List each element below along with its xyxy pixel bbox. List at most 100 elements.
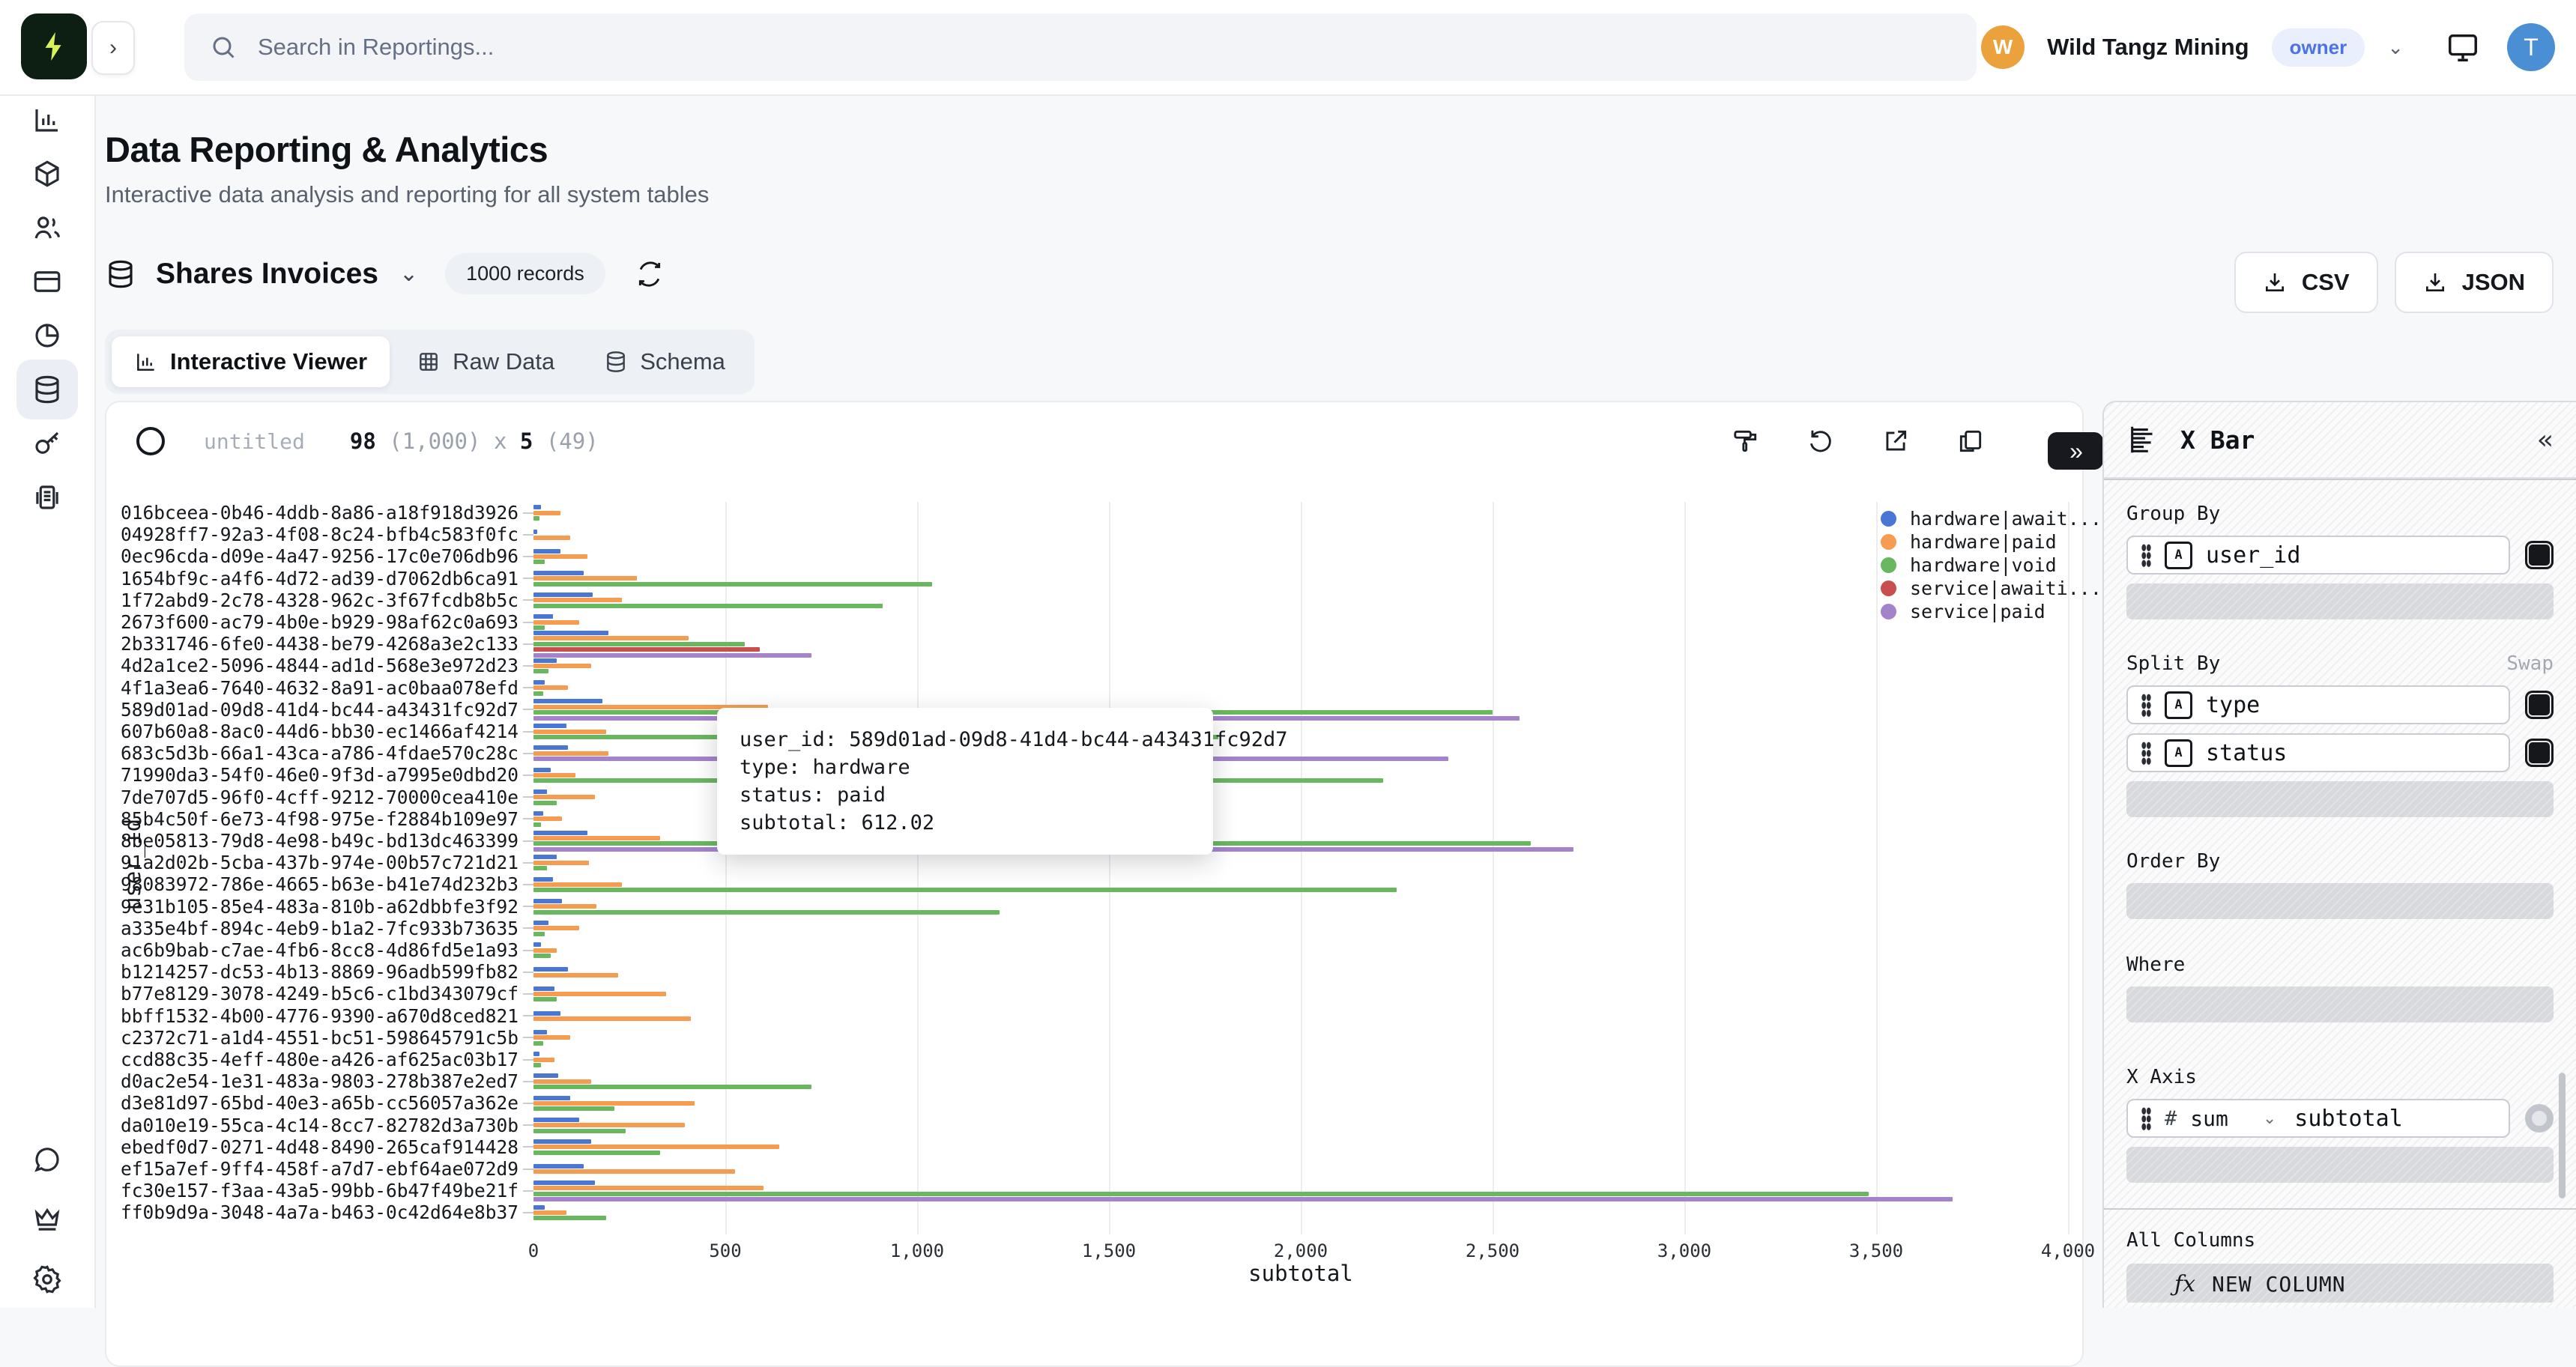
drag-handle-icon[interactable] [2141, 693, 2151, 717]
x-axis-dropzone[interactable] [2126, 1147, 2554, 1183]
split-by-dropzone[interactable] [2126, 781, 2554, 817]
bar[interactable] [533, 510, 560, 515]
bar[interactable] [533, 505, 542, 510]
aggregation-select[interactable]: sum [2190, 1106, 2228, 1131]
dataset-name[interactable]: Shares Invoices [156, 257, 378, 290]
sidebar-item-reports[interactable] [16, 306, 78, 366]
bar[interactable] [533, 811, 543, 816]
sidebar-expand-button[interactable]: › [91, 21, 135, 75]
legend-item[interactable]: service|awaiti... [1881, 577, 2102, 599]
bar[interactable] [533, 516, 539, 521]
bar[interactable] [533, 1145, 779, 1150]
copy-icon[interactable] [1956, 427, 1985, 455]
bar[interactable] [533, 1128, 626, 1133]
bar[interactable] [533, 860, 590, 865]
bar[interactable] [533, 855, 557, 860]
field-toggle[interactable] [2525, 739, 2554, 767]
bar[interactable] [533, 1035, 570, 1040]
bar[interactable] [533, 1010, 560, 1016]
bar[interactable] [533, 876, 553, 882]
sidebar-item-users[interactable] [16, 198, 78, 258]
bar[interactable] [533, 1057, 555, 1062]
export-json-button[interactable]: JSON [2394, 252, 2554, 313]
bar[interactable] [533, 816, 563, 822]
bar[interactable] [533, 548, 560, 554]
bar[interactable] [533, 942, 542, 948]
bar[interactable] [533, 641, 745, 646]
swap-button[interactable]: Swap [2506, 652, 2554, 675]
bar[interactable] [533, 822, 542, 827]
bar[interactable] [533, 888, 1397, 893]
bar[interactable] [533, 598, 622, 603]
bar[interactable] [533, 992, 666, 996]
sidebar-item-packages[interactable] [16, 144, 78, 204]
bar[interactable] [533, 1040, 543, 1046]
bar[interactable] [533, 592, 593, 597]
bar[interactable] [533, 1016, 691, 1021]
bar[interactable] [533, 1196, 1953, 1201]
bar[interactable] [533, 603, 883, 608]
bar[interactable] [533, 1073, 559, 1079]
bar[interactable] [533, 530, 538, 535]
bar[interactable] [533, 972, 618, 977]
bar[interactable] [533, 767, 551, 772]
user-avatar[interactable]: T [2507, 23, 2555, 71]
bar[interactable] [533, 835, 660, 840]
bar[interactable] [533, 691, 543, 696]
x-axis-field-pill[interactable]: # sum ⌄ subtotal [2126, 1099, 2510, 1138]
sidebar-item-database[interactable] [16, 360, 78, 419]
tab-raw-data[interactable]: Raw Data [394, 336, 577, 387]
bar[interactable] [533, 830, 587, 835]
dataset-chevron-down-icon[interactable]: ⌄ [399, 261, 419, 286]
paint-roller-icon[interactable] [1732, 427, 1760, 455]
sidebar-item-billing[interactable] [16, 252, 78, 312]
viewer-status-icon[interactable] [136, 427, 165, 455]
bar[interactable] [533, 581, 933, 586]
bar[interactable] [533, 1117, 580, 1122]
bar[interactable] [533, 931, 545, 936]
bar[interactable] [533, 619, 580, 625]
bar[interactable] [533, 699, 603, 704]
bar[interactable] [533, 904, 597, 909]
legend-item[interactable]: hardware|await... [1881, 507, 2102, 530]
order-by-dropzone[interactable] [2126, 883, 2554, 919]
tab-interactive-viewer[interactable]: Interactive Viewer [112, 336, 390, 387]
bar[interactable] [533, 1139, 591, 1144]
bar[interactable] [533, 1191, 1869, 1196]
bar[interactable] [533, 636, 689, 641]
legend-item[interactable]: hardware|void [1881, 554, 2102, 576]
bar[interactable] [533, 1210, 566, 1215]
bar[interactable] [533, 1123, 686, 1128]
panel-collapse-icon[interactable]: « [2537, 424, 2554, 455]
group-by-dropzone[interactable] [2126, 584, 2554, 619]
bar[interactable] [533, 1101, 695, 1106]
bar[interactable] [533, 631, 608, 635]
bar[interactable] [533, 1204, 545, 1210]
bar[interactable] [533, 1095, 570, 1100]
bar[interactable] [533, 679, 545, 685]
legend-item[interactable]: hardware|paid [1881, 530, 2102, 553]
bar[interactable] [533, 967, 569, 972]
x-axis-radio[interactable] [2525, 1104, 2554, 1133]
bar[interactable] [533, 724, 566, 729]
bar[interactable] [533, 614, 553, 619]
bar[interactable] [533, 729, 607, 734]
bar[interactable] [533, 986, 555, 991]
bar[interactable] [533, 704, 769, 709]
viewer-name[interactable]: untitled [204, 428, 305, 454]
bar[interactable] [533, 926, 580, 931]
bar[interactable] [533, 1106, 614, 1112]
bar[interactable] [533, 789, 547, 794]
bar[interactable] [533, 1052, 539, 1057]
new-column-button[interactable]: ƒx NEW COLUMN [2126, 1264, 2554, 1303]
tab-schema[interactable]: Schema [581, 336, 748, 387]
export-csv-button[interactable]: CSV [2234, 252, 2378, 313]
field-toggle[interactable] [2525, 691, 2554, 719]
sidebar-item-settings[interactable] [16, 1249, 78, 1309]
panel-expand-button[interactable]: » [2048, 432, 2103, 470]
bar[interactable] [533, 997, 557, 1002]
bar[interactable] [533, 795, 595, 800]
undo-icon[interactable] [1806, 427, 1835, 455]
drag-handle-icon[interactable] [2141, 543, 2151, 567]
